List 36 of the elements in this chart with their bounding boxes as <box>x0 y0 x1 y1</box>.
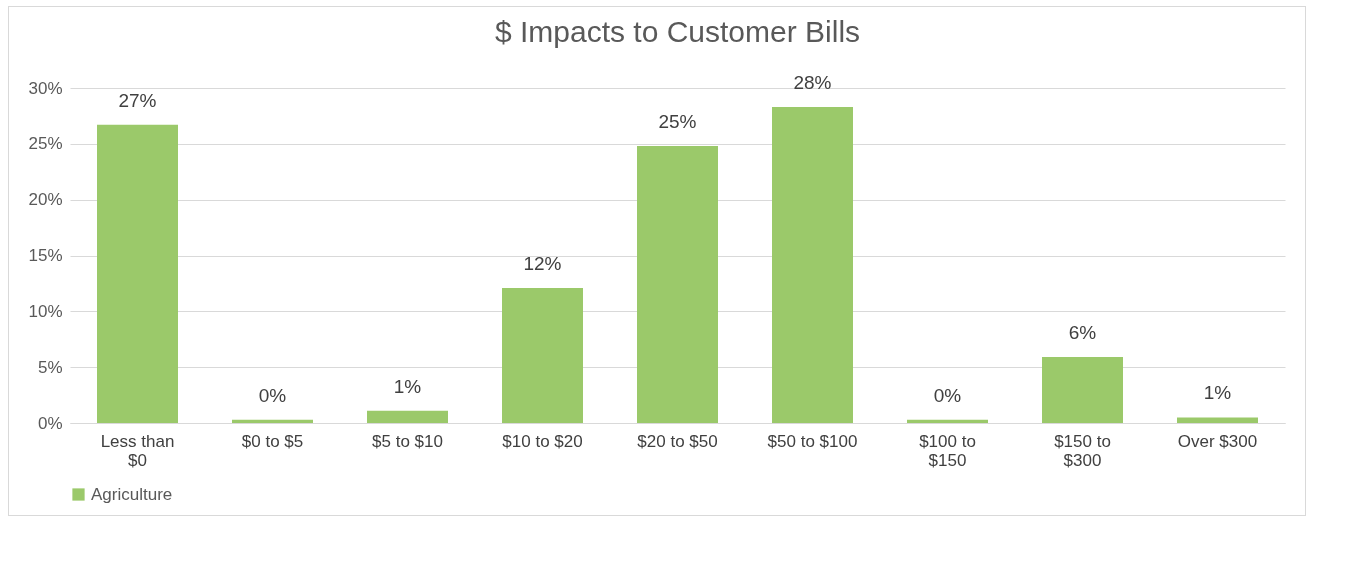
x-tick-label: Over $300 <box>1177 431 1258 451</box>
bar <box>772 106 853 423</box>
data-label: 28% <box>793 71 832 93</box>
x-tick-label: $150 to $300 <box>1054 431 1111 470</box>
bar <box>907 419 988 423</box>
bar <box>1042 357 1123 423</box>
bar <box>637 146 718 423</box>
y-tick-label: 10% <box>28 301 63 321</box>
data-label: 25% <box>658 111 697 133</box>
x-tick-label: $100 to $150 <box>919 431 976 470</box>
data-label: 1% <box>393 375 422 397</box>
data-label: 27% <box>118 89 157 111</box>
bar <box>367 410 448 423</box>
bar <box>1177 417 1258 423</box>
data-label: 0% <box>258 384 287 406</box>
bar <box>232 419 313 423</box>
y-tick-label: 30% <box>28 78 63 98</box>
x-tick-label: $20 to $50 <box>637 431 718 451</box>
x-tick-label: $50 to $100 <box>767 431 858 451</box>
data-label: 6% <box>1068 322 1097 344</box>
x-tick-label: $0 to $5 <box>241 431 304 451</box>
bar <box>97 124 178 423</box>
chart-title: $ Impacts to Customer Bills <box>494 14 861 48</box>
data-label: 0% <box>933 384 962 406</box>
y-tick-label: 15% <box>28 246 63 265</box>
x-tick-label: $5 to $10 <box>372 431 443 451</box>
y-tick-label: 25% <box>28 134 63 154</box>
x-tick-label: Less than $0 <box>100 431 175 470</box>
legend-label: Agriculture <box>91 484 173 504</box>
y-tick-label: 20% <box>28 190 63 210</box>
y-tick-label: 0% <box>37 413 63 433</box>
data-label: 1% <box>1203 382 1232 404</box>
data-label: 12% <box>523 252 562 274</box>
y-tick-label: 5% <box>37 357 63 377</box>
bar <box>502 287 583 423</box>
x-tick-label: $10 to $20 <box>502 431 583 451</box>
